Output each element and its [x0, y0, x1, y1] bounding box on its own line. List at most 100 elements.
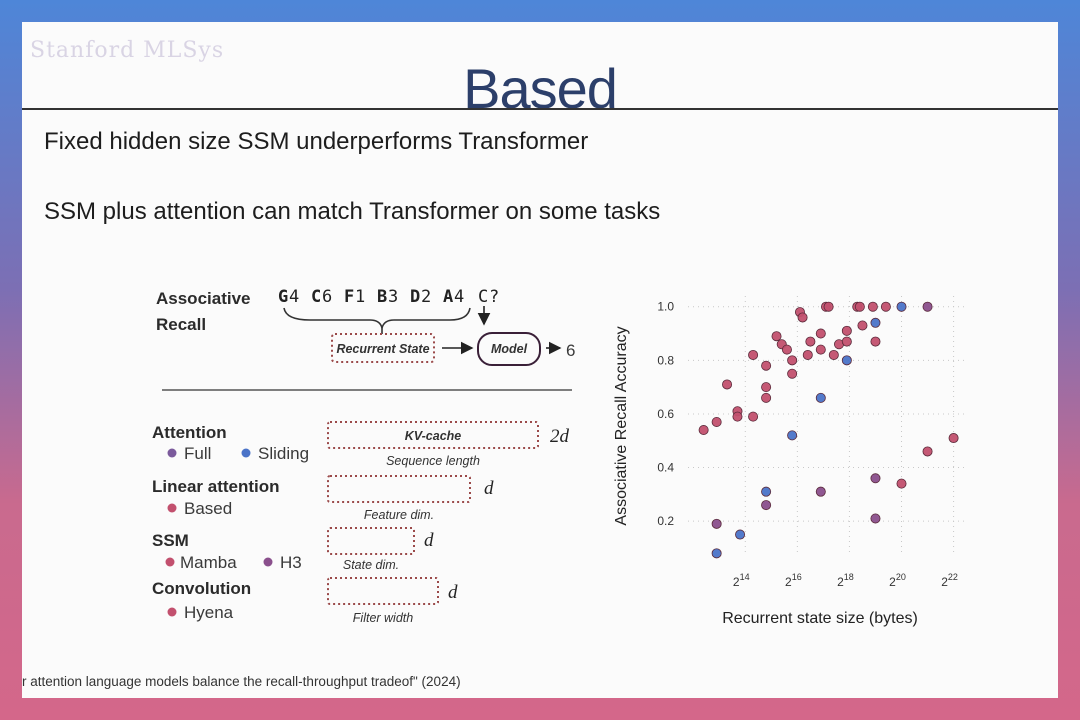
feature-box [327, 475, 471, 503]
bullet-2: SSM plus attention can match Transformer… [44, 198, 661, 225]
data-point [854, 301, 865, 312]
task-title-line2: Recall [156, 315, 206, 334]
data-point [922, 446, 933, 457]
section-linear-attention: Linear attention Based Feature dim. d [152, 475, 494, 522]
model-box [477, 332, 541, 366]
size-symbol: d [448, 582, 458, 603]
output-value: 6 [566, 341, 575, 360]
token: D [410, 287, 420, 307]
legend-label: H3 [280, 553, 302, 572]
citation: r attention language models balance the … [22, 674, 461, 689]
y-axis-label: Associative Recall Accuracy [613, 326, 630, 525]
size-symbol: 2d [550, 426, 570, 447]
data-point [761, 486, 772, 497]
data-point [896, 301, 907, 312]
chart-points [698, 301, 959, 559]
size-caption: Filter width [353, 611, 413, 625]
token: 1 [355, 287, 365, 307]
data-point [761, 360, 772, 371]
token: 2 [421, 287, 431, 307]
y-tick-label: 0.4 [657, 461, 674, 475]
data-point [870, 336, 881, 347]
data-point [948, 433, 959, 444]
data-point [870, 317, 881, 328]
size-caption: Sequence length [386, 454, 480, 468]
token: C [478, 287, 488, 307]
data-point [815, 344, 826, 355]
data-point [748, 411, 759, 422]
legend-label: Full [184, 444, 211, 463]
data-point [828, 349, 839, 360]
recurrent-state-box [331, 333, 435, 363]
y-tick-label: 0.2 [657, 514, 674, 528]
data-point [857, 320, 868, 331]
data-point [787, 355, 798, 366]
kv-cache-box [327, 421, 539, 449]
x-tick-label: 218 [837, 572, 854, 589]
kv-cache-label: KV-cache [405, 429, 462, 443]
x-tick-label: 222 [941, 572, 958, 589]
section-attention: Attention Full Sliding KV-cache Sequence… [152, 421, 570, 468]
data-point [761, 382, 772, 393]
data-point [722, 379, 733, 390]
token: 4 [289, 287, 299, 307]
model-label: Model [491, 342, 528, 356]
size-caption: State dim. [343, 558, 399, 572]
x-tick-label: 216 [785, 572, 802, 589]
section-ssm: SSM Mamba H3 State dim. d [152, 527, 434, 572]
x-axis-ticks: 214 216 218 220 222 [733, 572, 958, 589]
legend-label: Based [184, 499, 232, 518]
y-tick-label: 0.8 [657, 353, 674, 367]
y-tick-label: 1.0 [657, 300, 674, 314]
data-point [823, 301, 834, 312]
legend-label: Hyena [184, 603, 234, 622]
legend-marker [241, 448, 251, 458]
section-title: Convolution [152, 579, 251, 598]
task-title-line1: Associative [156, 289, 251, 308]
data-point [797, 312, 808, 323]
data-point [711, 548, 722, 559]
data-point [748, 349, 759, 360]
x-tick-label: 214 [733, 572, 750, 589]
legend-label: Sliding [258, 444, 309, 463]
data-point [781, 344, 792, 355]
data-point [815, 328, 826, 339]
title-divider [22, 108, 1058, 110]
bullet-1: Fixed hidden size SSM underperforms Tran… [44, 128, 589, 155]
size-symbol: d [424, 530, 434, 551]
data-point [880, 301, 891, 312]
data-point [761, 392, 772, 403]
token: F [344, 287, 354, 307]
data-point [805, 336, 816, 347]
data-point [735, 529, 746, 540]
legend-marker [167, 607, 177, 617]
token: A [443, 287, 453, 307]
data-point [787, 430, 798, 441]
data-point [698, 425, 709, 436]
filter-box [327, 577, 439, 605]
legend-marker [165, 557, 175, 567]
data-point [787, 368, 798, 379]
data-point [870, 513, 881, 524]
data-point [867, 301, 878, 312]
data-point [815, 486, 826, 497]
legend-marker [167, 448, 177, 458]
data-point [771, 331, 782, 342]
size-caption: Feature dim. [364, 508, 434, 522]
data-point [896, 478, 907, 489]
data-point [870, 473, 881, 484]
size-symbol: d [484, 478, 494, 499]
token: 6 [322, 287, 332, 307]
recall-scatter-chart: 0.2 0.4 0.6 0.8 1.0 214 216 218 220 222 Recurren… [613, 296, 964, 627]
data-point [922, 301, 933, 312]
legend-marker [167, 503, 177, 513]
data-point [841, 325, 852, 336]
data-point [761, 500, 772, 511]
data-point [802, 349, 813, 360]
slide-title: Based [463, 57, 618, 120]
x-tick-label: 220 [889, 572, 906, 589]
y-axis-ticks: 0.2 0.4 0.6 0.8 1.0 [657, 300, 674, 528]
token: G [278, 287, 288, 307]
data-point [841, 355, 852, 366]
token: B [377, 287, 387, 307]
